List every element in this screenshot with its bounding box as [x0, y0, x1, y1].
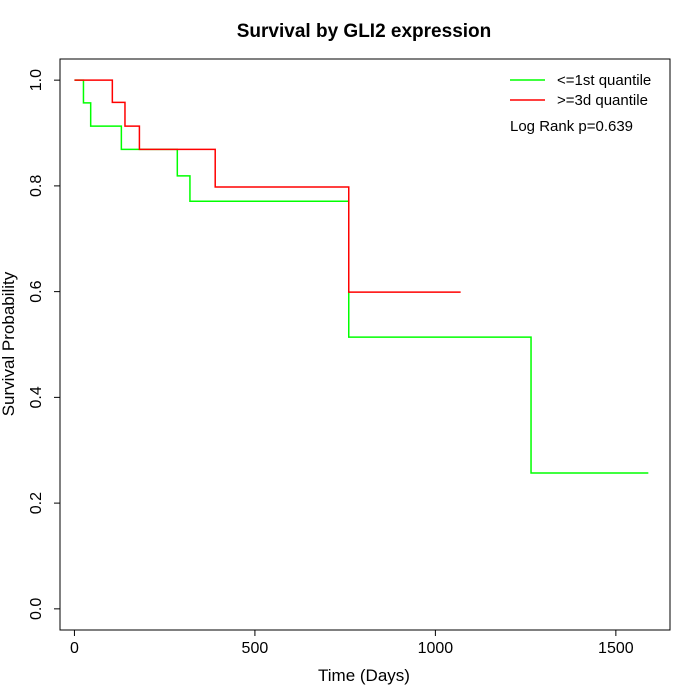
x-tick-label: 1500 — [598, 640, 634, 657]
legend: <=1st quantile >=3d quantile — [510, 72, 651, 109]
y-tick-label: 0.8 — [28, 175, 45, 197]
y-axis-label: Survival Probability — [0, 271, 18, 416]
series-line — [74, 79, 649, 474]
x-axis-label: Time (Days) — [318, 666, 410, 685]
y-axis: 0.0 0.2 0.4 0.6 0.8 1.0 — [28, 69, 60, 620]
series-lines — [74, 79, 649, 474]
legend-label: >=3d quantile — [557, 92, 648, 109]
x-tick-label: 500 — [242, 640, 269, 657]
y-tick-label: 0.6 — [28, 280, 45, 302]
y-tick-label: 0.4 — [28, 386, 45, 408]
plot-frame — [59, 58, 671, 631]
y-tick-label: 1.0 — [28, 69, 45, 91]
x-tick-label: 1000 — [418, 640, 454, 657]
y-tick-label: 0.0 — [28, 598, 45, 620]
chart-title: Survival by GLI2 expression — [237, 21, 492, 42]
y-tick-label: 0.2 — [28, 492, 45, 514]
series-line — [74, 79, 461, 293]
x-axis: 0 500 1000 1500 — [70, 630, 634, 657]
log-rank-annotation: Log Rank p=0.639 — [510, 118, 633, 135]
legend-label: <=1st quantile — [557, 72, 651, 89]
x-tick-label: 0 — [70, 640, 79, 657]
